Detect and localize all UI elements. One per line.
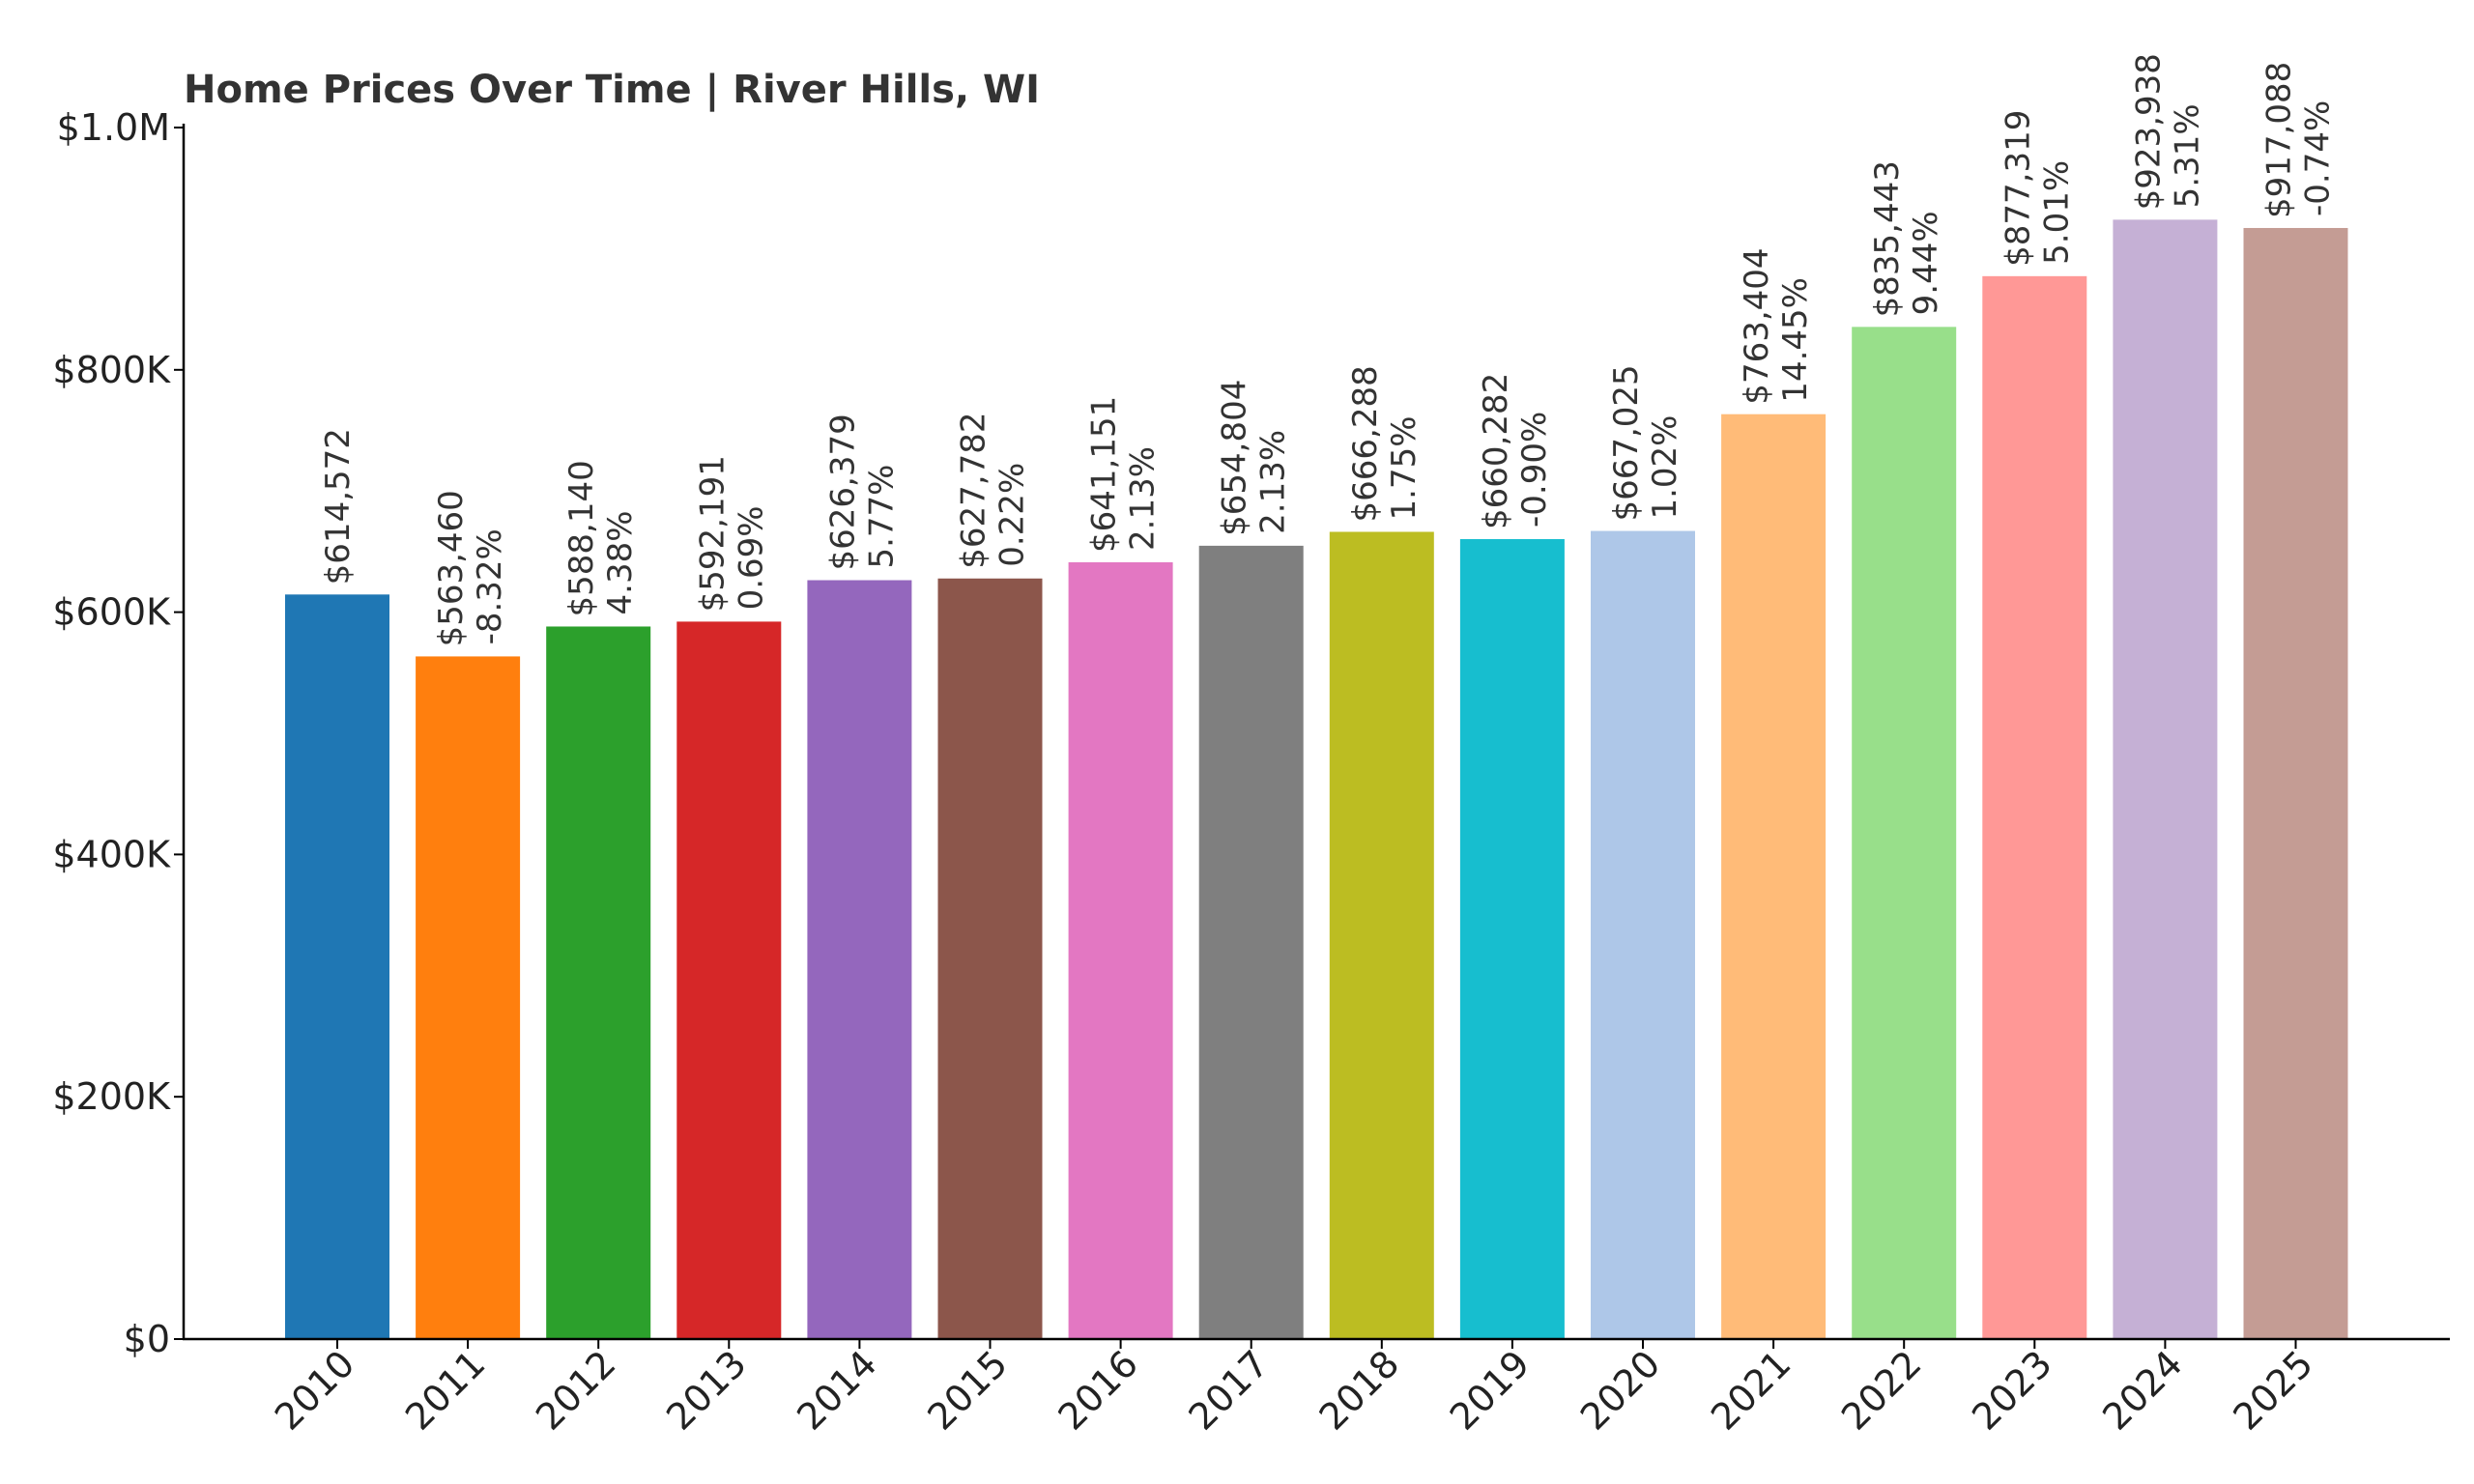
x-tick-label-2024: 2024 (2094, 1342, 2191, 1439)
x-tick-label-2013: 2013 (658, 1342, 755, 1439)
chart-title: Home Prices Over Time | River Hills, WI (184, 68, 1040, 113)
y-tick-label: $600K (52, 591, 171, 634)
change-label-2025: -0.74% (2299, 100, 2338, 216)
value-label-2024: $923,938 (2129, 53, 2168, 210)
value-label-2010: $614,572 (319, 428, 358, 585)
x-tick-label-2016: 2016 (1050, 1342, 1146, 1439)
change-label-2022: 9.44% (1907, 211, 1945, 315)
change-label-2021: 14.45% (1776, 277, 1815, 403)
x-tick-label-2014: 2014 (789, 1342, 885, 1439)
bar-2023 (1982, 275, 2087, 1339)
change-label-2015: 0.22% (993, 463, 1032, 567)
x-tick-label-2012: 2012 (528, 1342, 624, 1439)
value-label-2016: $641,151 (1085, 396, 1124, 553)
x-tick-label-2020: 2020 (1572, 1342, 1669, 1439)
bar-2013 (676, 621, 782, 1339)
value-label-2011: $563,460 (432, 490, 471, 646)
change-label-2013: 0.69% (732, 505, 770, 610)
x-tick-label-2019: 2019 (1442, 1342, 1539, 1439)
change-label-2018: 1.75% (1385, 415, 1424, 520)
value-label-2022: $835,443 (1868, 160, 1907, 317)
change-label-2016: 2.13% (1124, 446, 1163, 551)
x-tick-label-2011: 2011 (397, 1342, 494, 1439)
change-label-2017: 2.13% (1254, 430, 1293, 534)
y-tick-label: $200K (52, 1075, 171, 1118)
bar-2019 (1459, 539, 1565, 1339)
value-label-2015: $627,782 (955, 413, 993, 569)
y-tick-label: $800K (52, 349, 171, 391)
x-tick-label-2023: 2023 (1964, 1342, 2060, 1439)
change-label-2011: -8.32% (471, 528, 509, 644)
x-tick-label-2010: 2010 (267, 1342, 363, 1439)
y-tick-label: $0 (124, 1318, 170, 1360)
bar-2016 (1068, 561, 1173, 1339)
x-tick-label-2018: 2018 (1311, 1342, 1408, 1439)
change-label-2024: 5.31% (2168, 103, 2206, 208)
y-tick-label: $1.0M (57, 106, 170, 149)
bar-2010 (285, 594, 389, 1339)
bar-2014 (807, 580, 912, 1339)
value-label-2012: $588,140 (562, 460, 601, 616)
change-label-2020: 1.02% (1646, 415, 1684, 520)
x-tick-label-2021: 2021 (1703, 1342, 1799, 1439)
value-label-2021: $763,404 (1738, 247, 1776, 404)
data-labels-group: $614,572 $563,460 -8.32% $588,140 4.38% $592,… (319, 53, 2338, 646)
x-tick-label-2022: 2022 (1833, 1342, 1930, 1439)
bar-2021 (1721, 414, 1827, 1339)
bar-2012 (546, 626, 651, 1339)
y-tick-label: $400K (52, 833, 171, 875)
bars-group (285, 219, 2348, 1340)
change-label-2023: 5.01% (2037, 160, 2076, 265)
change-label-2012: 4.38% (601, 510, 640, 614)
value-label-2017: $654,804 (1216, 380, 1254, 536)
change-label-2019: -0.90% (1515, 412, 1554, 528)
bar-2020 (1591, 530, 1695, 1339)
y-axis-ticks: $0 $200K $400K $600K $800K $1.0M (52, 106, 184, 1360)
x-tick-label-2015: 2015 (919, 1342, 1016, 1439)
bar-2018 (1329, 531, 1434, 1339)
value-label-2018: $666,288 (1346, 365, 1385, 522)
bar-2017 (1198, 545, 1304, 1339)
value-label-2019: $660,282 (1477, 373, 1515, 529)
value-label-2014: $626,379 (823, 414, 862, 570)
value-label-2013: $592,191 (693, 455, 732, 612)
bar-2022 (1852, 327, 1957, 1339)
bar-2011 (416, 656, 521, 1339)
change-label-2014: 5.77% (862, 465, 901, 569)
bar-2024 (2113, 219, 2218, 1340)
x-axis-ticks: 2010 2011 2012 2013 2014 2015 2016 2017 2018 2019… (267, 1339, 2321, 1439)
value-label-2020: $667,025 (1607, 364, 1646, 521)
x-tick-label-2025: 2025 (2225, 1342, 2321, 1439)
value-label-2023: $877,319 (1999, 110, 2037, 267)
x-tick-label-2017: 2017 (1181, 1342, 1278, 1439)
bar-2025 (2243, 227, 2348, 1339)
value-label-2025: $917,088 (2260, 62, 2299, 218)
bar-2015 (937, 578, 1043, 1339)
